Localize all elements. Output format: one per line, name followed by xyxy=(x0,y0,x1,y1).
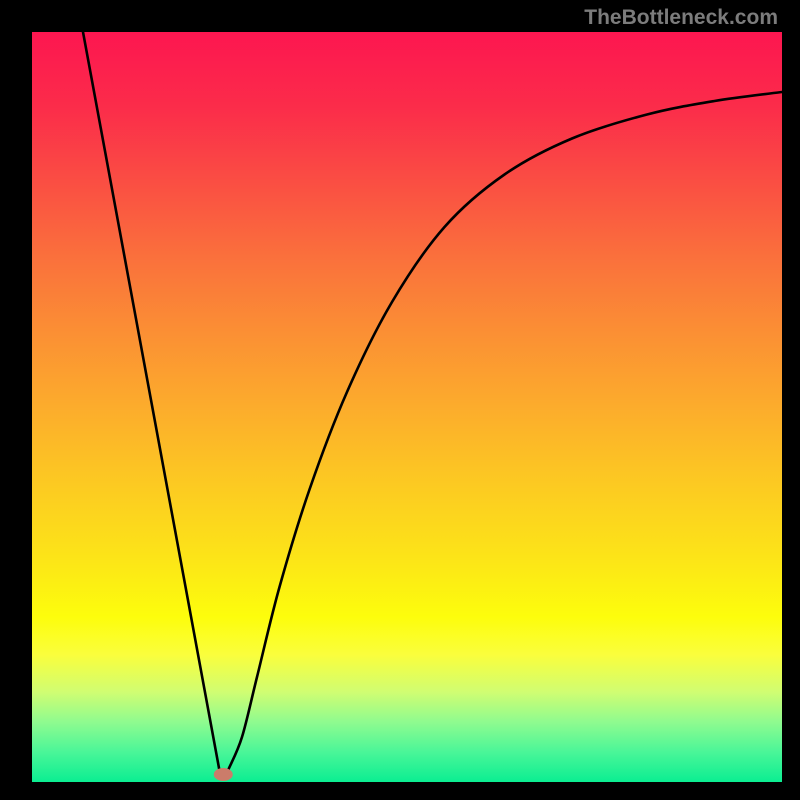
chart-svg xyxy=(32,32,782,782)
watermark-text: TheBottleneck.com xyxy=(584,6,778,30)
min-marker xyxy=(214,769,232,781)
chart-background xyxy=(32,32,782,782)
plot-area xyxy=(32,32,782,782)
figure-container: TheBottleneck.com xyxy=(0,0,800,800)
